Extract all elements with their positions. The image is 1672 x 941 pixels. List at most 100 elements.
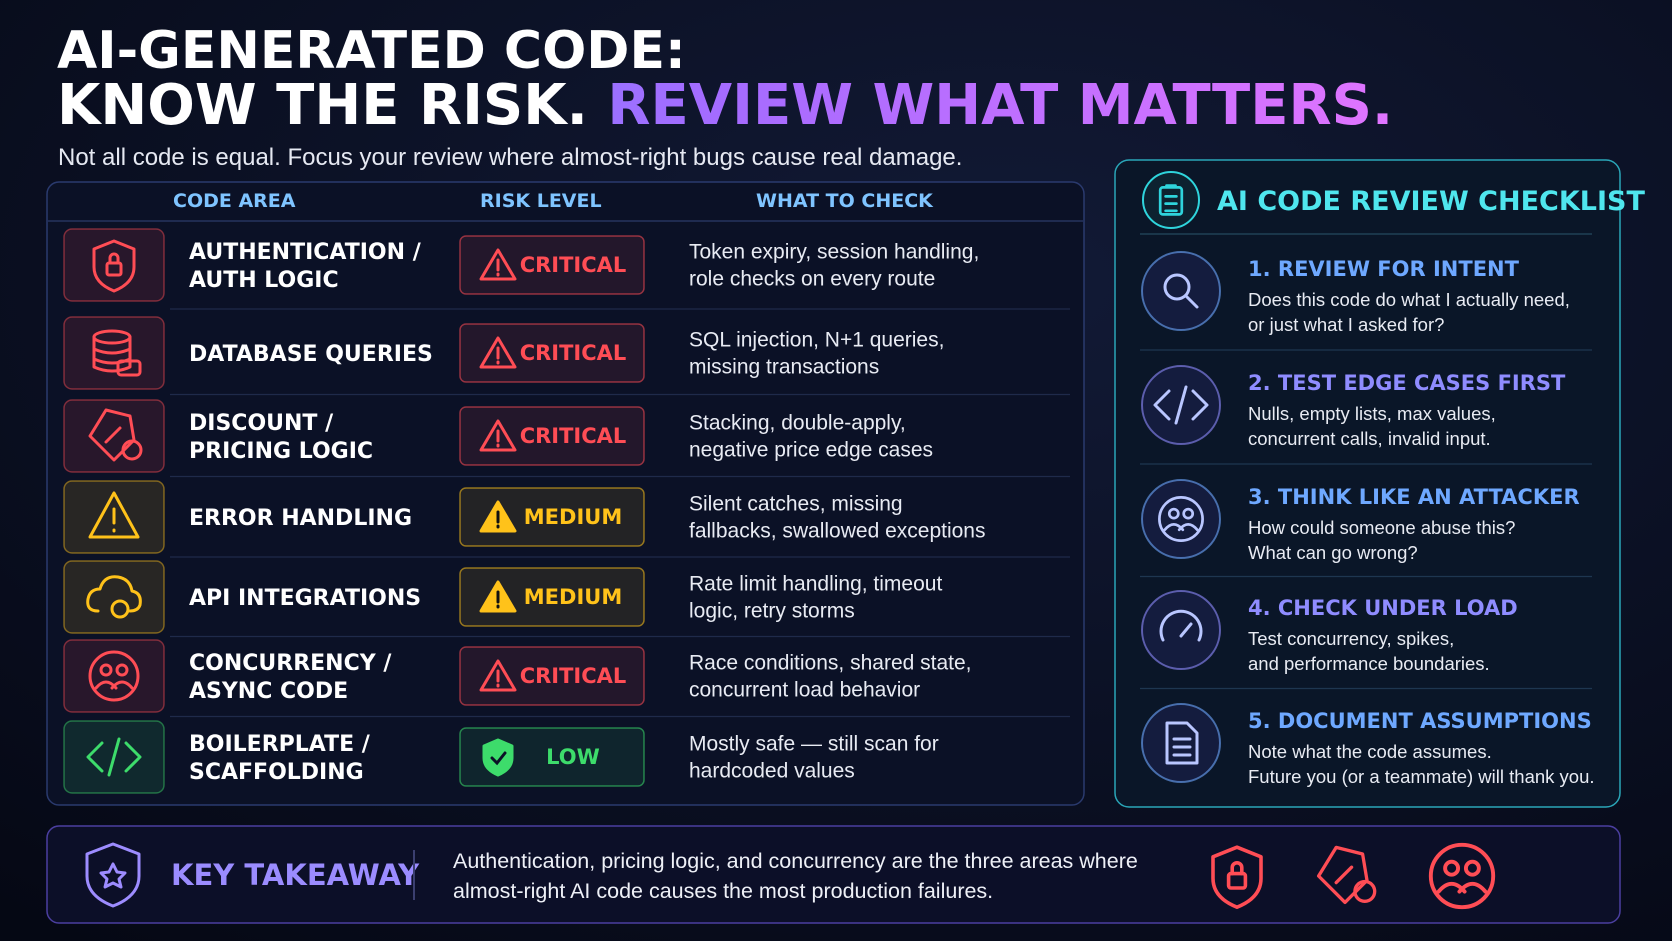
icon (88, 491, 140, 539)
icon-stroke (121, 439, 143, 461)
checklist-item-text: Note what the code assumes. (1248, 741, 1492, 762)
icon-stroke (1158, 496, 1204, 542)
checklist-item-text: and performance boundaries. (1248, 653, 1490, 674)
column-header: RISK LEVEL (480, 190, 602, 212)
title-line2: KNOW THE RISK. REVIEW WHAT MATTERS. (57, 73, 1393, 138)
risk-icon-shape (479, 248, 517, 281)
check-text: logic, retry storms (689, 600, 855, 623)
icon-stroke (116, 359, 142, 377)
icon (1158, 184, 1184, 216)
checklist-item-text: or just what I asked for? (1248, 314, 1444, 335)
checklist-icon-ring (1141, 590, 1221, 670)
icon (92, 329, 142, 377)
takeaway-text: almost-right AI code causes the most pro… (453, 879, 993, 903)
takeaway-label: KEY TAKEAWAY (171, 858, 420, 892)
icon (1158, 496, 1204, 542)
column-header: WHAT TO CHECK (756, 190, 934, 212)
risk-level: CRITICAL (520, 664, 627, 688)
area-icon-box (63, 228, 165, 302)
icon-stroke (1158, 186, 1184, 216)
check-text: hardcoded values (689, 760, 855, 783)
checklist-item-title: 2. TEST EDGE CASES FIRST (1248, 371, 1566, 395)
icon-stroke (1463, 859, 1481, 877)
icon (85, 842, 141, 908)
icon-stroke (1428, 842, 1496, 910)
title-text: KNOW THE RISK. (57, 73, 588, 138)
icon-stroke (92, 239, 136, 293)
icon-stroke (104, 426, 122, 444)
code-area: CONCURRENCY / (189, 651, 392, 676)
risk-level: CRITICAL (520, 424, 627, 448)
column-header: CODE AREA (173, 190, 296, 212)
subtitle: Not all code is equal. Focus your review… (58, 144, 962, 171)
area-icon-box (63, 560, 165, 634)
code-area: SCAFFOLDING (189, 760, 364, 785)
risk-icon-shape (479, 336, 517, 369)
icon-stroke (105, 261, 123, 277)
icon-stroke (1164, 184, 1178, 213)
icon-stroke (115, 663, 129, 677)
checklist-item-text: Does this code do what I actually need, (1248, 289, 1570, 310)
icon-stroke (86, 737, 142, 777)
icon (86, 737, 142, 777)
icon-stroke (1353, 879, 1377, 903)
icon (1159, 609, 1203, 642)
code-area: DISCOUNT / (189, 411, 334, 436)
check-text: Silent catches, missing (689, 493, 903, 516)
icon (92, 239, 136, 293)
checklist-title: AI CODE REVIEW CHECKLIST (1217, 186, 1645, 217)
code-area: AUTHENTICATION / (189, 240, 422, 265)
code-area: AUTH LOGIC (189, 268, 339, 293)
icon-stroke (1226, 871, 1248, 890)
icon-stroke (1182, 507, 1195, 520)
icon-stroke (110, 599, 130, 619)
checklist-item-title: 1. REVIEW FOR INTENT (1248, 257, 1520, 281)
risk-icon-shape (482, 738, 514, 777)
checklist-icon-ring (1141, 479, 1221, 559)
checklist-item-text: How could someone abuse this? (1248, 517, 1515, 538)
icon-stroke (99, 663, 113, 677)
icon-stroke (1159, 609, 1203, 642)
check-text: SQL injection, N+1 queries, (689, 329, 944, 352)
checklist-item-text: What can go wrong? (1248, 542, 1418, 563)
risk-level: CRITICAL (520, 253, 627, 277)
icon (1153, 385, 1209, 425)
check-text: Token expiry, session handling, (689, 241, 979, 264)
checklist-item-title: 5. DOCUMENT ASSUMPTIONS (1248, 709, 1592, 733)
check-text: Mostly safe — still scan for (689, 733, 939, 756)
risk-icon (479, 248, 517, 281)
risk-icon (479, 419, 517, 452)
check-text: fallbacks, swallowed exceptions (689, 520, 985, 543)
risk-icon (479, 659, 517, 692)
takeaway-text: Authentication, pricing logic, and concu… (453, 849, 1138, 873)
risk-icon (479, 500, 517, 533)
checklist-icon-ring (1141, 251, 1221, 331)
check-text: Rate limit handling, timeout (689, 573, 942, 596)
checklist-panel (1114, 159, 1621, 808)
risk-level: MEDIUM (524, 585, 622, 609)
icon (1165, 721, 1199, 765)
icon-stroke (1211, 845, 1263, 910)
code-area: DATABASE QUERIES (189, 342, 433, 367)
code-area: API INTEGRATIONS (189, 586, 421, 611)
risk-icon (479, 580, 517, 613)
icon (1428, 842, 1496, 910)
checklist-icon-ring (1142, 171, 1200, 229)
icon-stroke (88, 650, 140, 702)
icon-stroke (1163, 273, 1191, 301)
title-line1: AI-GENERATED CODE: (57, 21, 686, 81)
icon-stroke (99, 862, 127, 889)
risk-level: LOW (546, 745, 600, 769)
checklist-item-text: Future you (or a teammate) will thank yo… (1248, 766, 1595, 787)
icon-stroke (86, 575, 142, 613)
icon-stroke (1184, 294, 1199, 309)
icon-stroke (1230, 861, 1244, 876)
icon (86, 575, 142, 619)
risk-level: CRITICAL (520, 341, 627, 365)
checklist-item-title: 4. CHECK UNDER LOAD (1248, 596, 1518, 620)
risk-icon-mark (490, 751, 507, 766)
checklist-item-title: 3. THINK LIKE AN ATTACKER (1248, 485, 1580, 509)
icon-stroke (1334, 865, 1354, 885)
code-area: BOILERPLATE / (189, 732, 371, 757)
